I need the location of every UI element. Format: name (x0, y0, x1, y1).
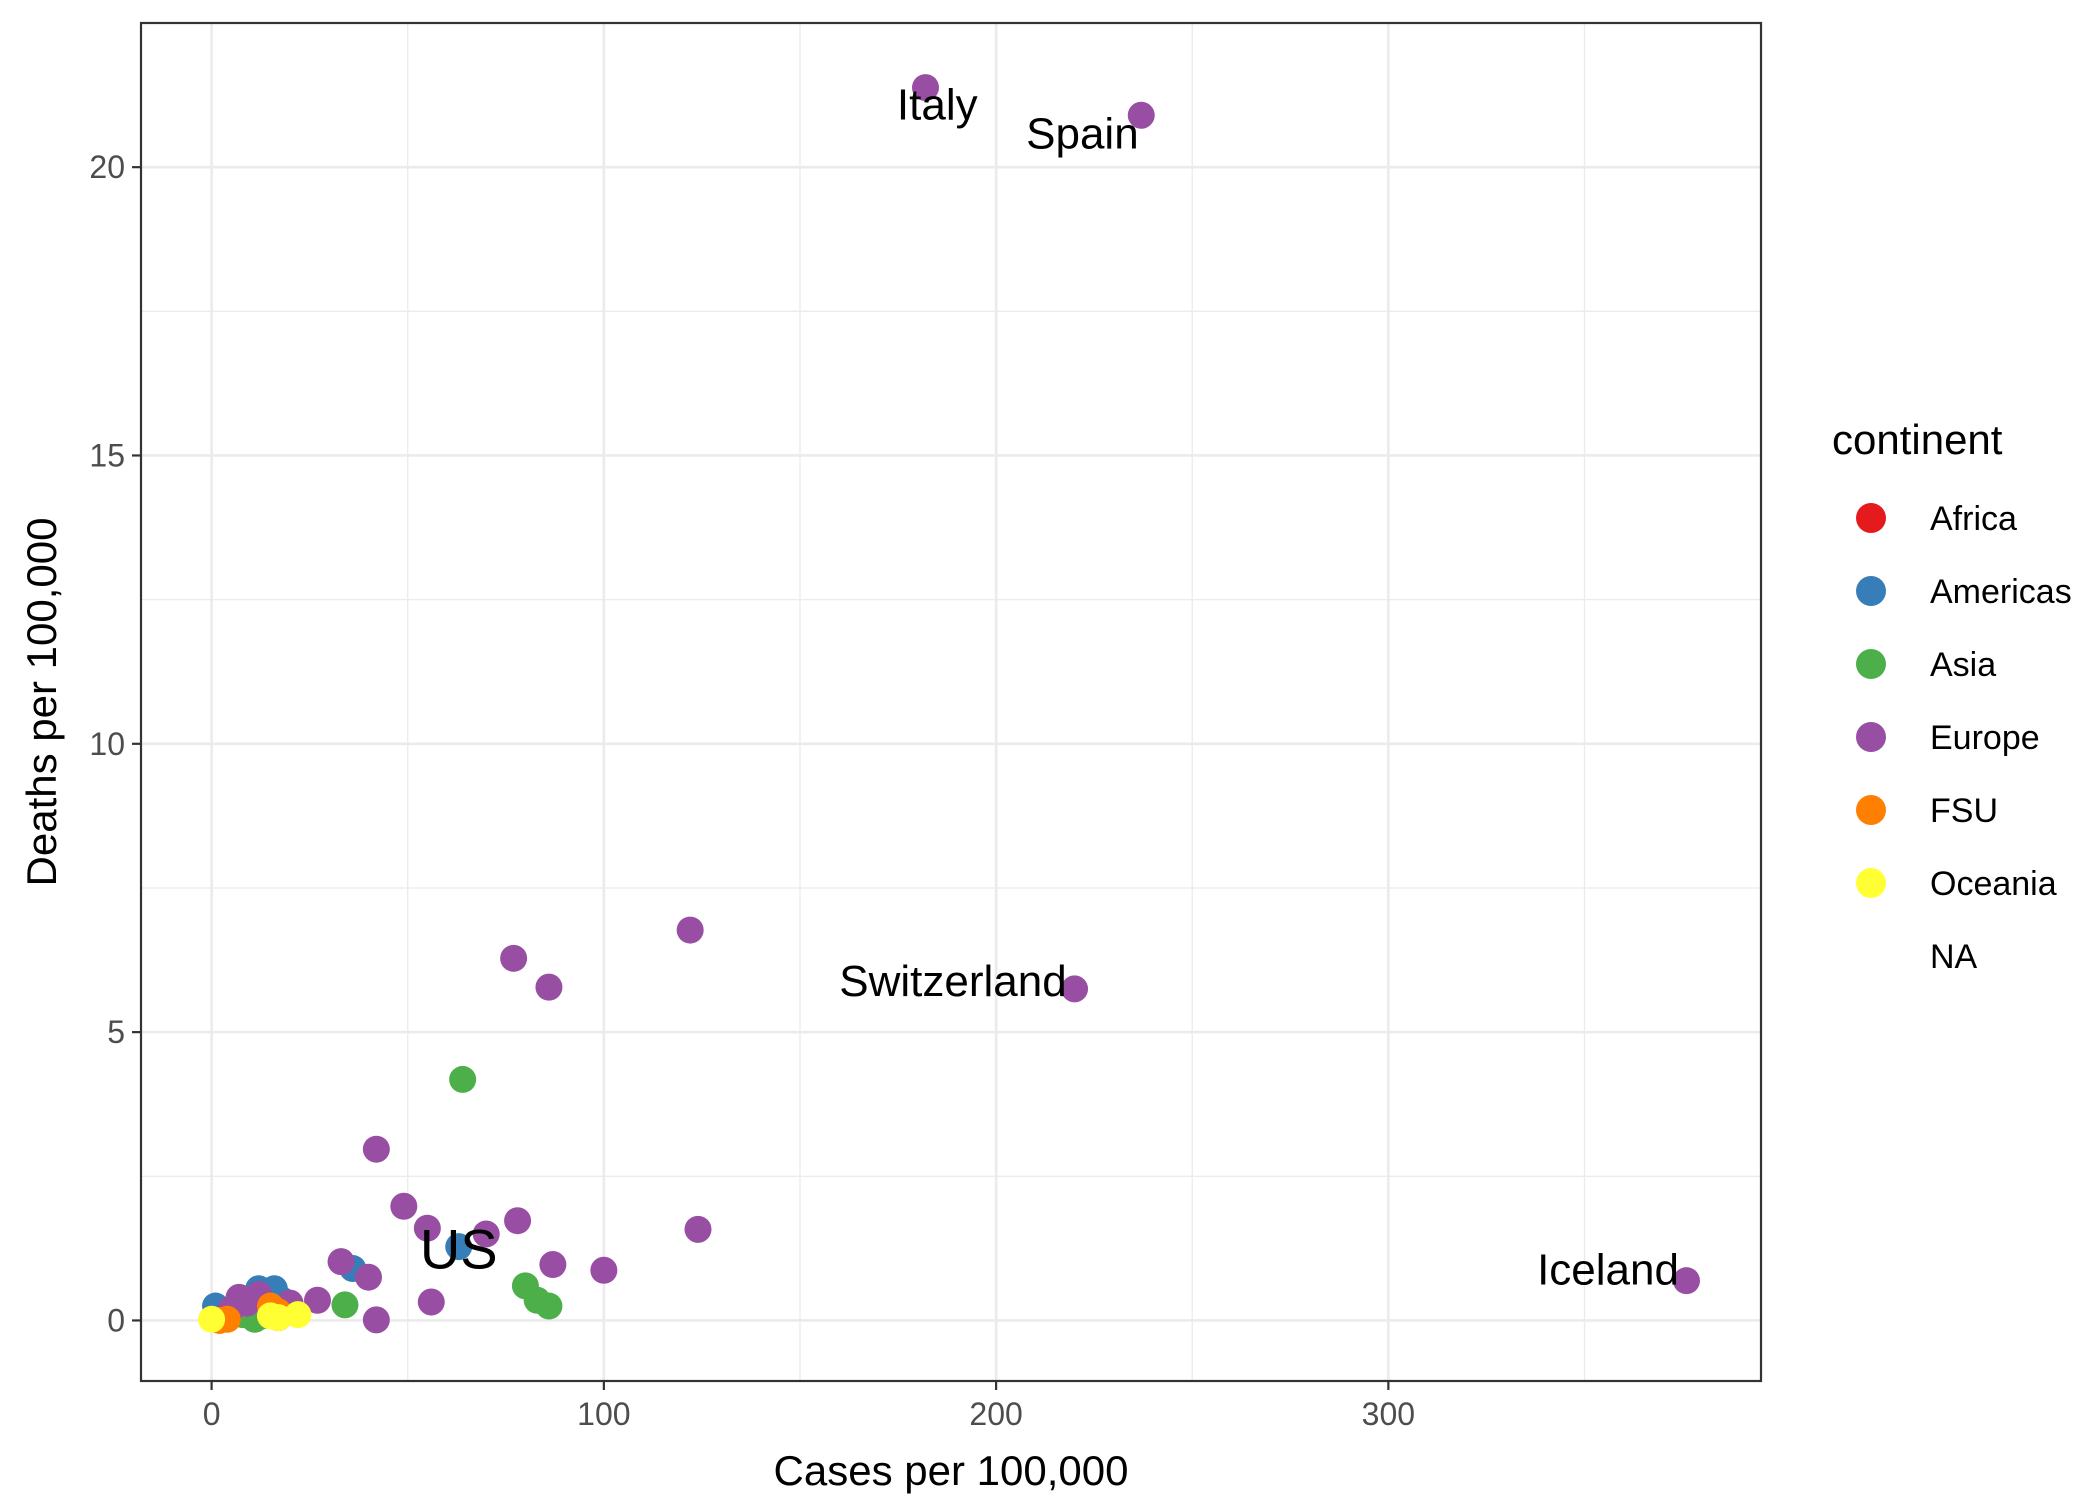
x-axis-title: Cases per 100,000 (774, 1447, 1129, 1494)
legend-key-europe (1856, 722, 1886, 752)
point-annotation: US (420, 1218, 498, 1281)
point-annotations: Italy Spain Switzerland US Iceland (420, 81, 1679, 1295)
data-point-europe (500, 944, 528, 972)
y-tick-label: 5 (107, 1014, 125, 1050)
data-point-europe (590, 1256, 618, 1284)
data-point-europe (390, 1192, 418, 1220)
data-point-europe (362, 1135, 390, 1163)
x-tick-label: 100 (577, 1396, 630, 1432)
point-annotation: Switzerland (839, 957, 1066, 1006)
x-tick-label: 0 (203, 1396, 221, 1432)
data-point-asia (449, 1065, 477, 1093)
legend-label: Americas (1930, 573, 2072, 611)
data-point-europe (1061, 975, 1089, 1003)
legend-label: Oceania (1930, 865, 2057, 903)
x-tick-label: 300 (1362, 1396, 1415, 1432)
data-point-europe (1672, 1267, 1700, 1295)
legend-title: continent (1832, 416, 2003, 463)
data-point-americas (445, 1233, 473, 1261)
data-point-europe (535, 973, 563, 1001)
legend-label: Africa (1930, 500, 2017, 538)
y-axis-title: Deaths per 100,000 (18, 518, 65, 887)
data-point-europe (912, 74, 940, 102)
data-point-europe (355, 1263, 383, 1291)
legend: continent Africa Americas Asia Europe FSU Oce… (1832, 416, 2072, 976)
y-axis: 0 5 10 15 20 (89, 149, 141, 1338)
data-point-europe (676, 916, 704, 944)
legend-key-africa (1856, 503, 1886, 533)
data-point-europe (362, 1306, 390, 1334)
legend-label: NA (1930, 938, 1978, 976)
legend-label: FSU (1930, 792, 1998, 830)
data-point-europe (304, 1286, 332, 1314)
data-point-asia (535, 1292, 563, 1320)
data-point-europe (417, 1288, 445, 1316)
data-point-europe (504, 1207, 532, 1235)
plot-panel-background (141, 23, 1761, 1381)
plot-panel-border (139, 21, 1763, 1383)
y-tick-label: 0 (107, 1302, 125, 1338)
data-point-europe (472, 1220, 500, 1248)
legend-key-americas (1856, 576, 1886, 606)
data-point-europe (413, 1214, 441, 1242)
legend-entries: Africa Americas Asia Europe FSU Oceania NA (1856, 500, 2072, 976)
data-point-europe (1127, 101, 1155, 129)
y-tick-label: 10 (89, 726, 125, 762)
y-tick-label: 15 (89, 437, 125, 473)
point-annotation: Italy (897, 81, 978, 130)
data-points (198, 74, 1700, 1334)
y-tick-label: 20 (89, 149, 125, 185)
legend-label: Asia (1930, 646, 1996, 684)
data-point-europe (539, 1251, 567, 1279)
legend-key-asia (1856, 649, 1886, 679)
data-point-asia (331, 1291, 359, 1319)
data-point-oceania (284, 1301, 312, 1329)
data-point-oceania (198, 1305, 226, 1333)
point-annotation: Spain (1026, 109, 1139, 158)
legend-key-fsu (1856, 795, 1886, 825)
legend-label: Europe (1930, 719, 2040, 757)
x-tick-label: 200 (969, 1396, 1022, 1432)
data-point-europe (327, 1248, 355, 1276)
point-annotation: Iceland (1537, 1245, 1679, 1294)
x-axis: 0 100 200 300 (203, 1381, 1415, 1432)
data-point-europe (684, 1215, 712, 1243)
legend-key-oceania (1856, 868, 1886, 898)
